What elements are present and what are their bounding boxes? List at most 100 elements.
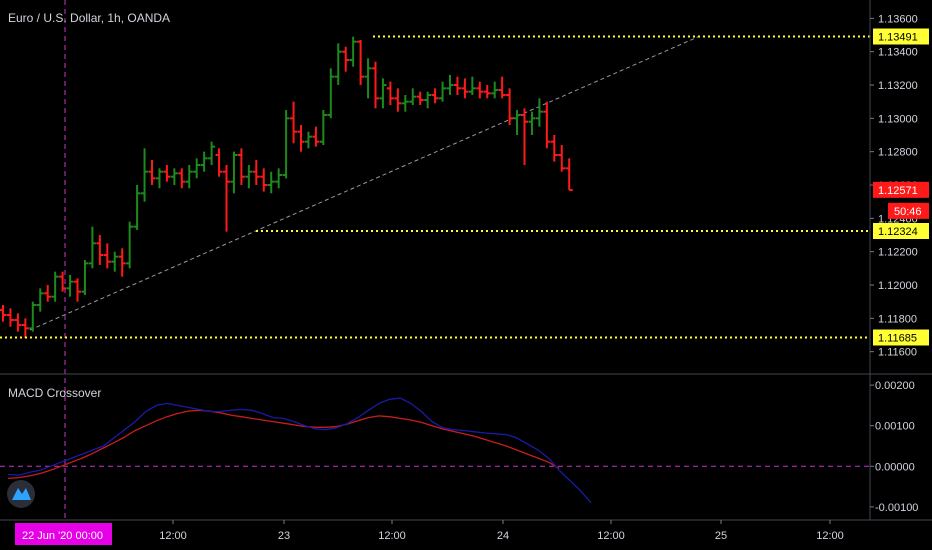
macd-series xyxy=(7,397,592,504)
price-bar xyxy=(319,110,327,145)
price-bar xyxy=(141,148,149,202)
price-bar xyxy=(21,318,29,339)
price-bar xyxy=(51,271,59,302)
price-bar xyxy=(215,148,223,177)
price-bar xyxy=(223,165,230,232)
price-bar xyxy=(230,151,238,194)
price-bar xyxy=(439,81,447,102)
last-price-box xyxy=(873,181,929,198)
price-bar xyxy=(431,88,439,104)
price-bar xyxy=(6,308,14,327)
price-bar xyxy=(0,305,7,322)
price-bar xyxy=(245,165,253,189)
countdown-box xyxy=(888,202,929,219)
level-label-box xyxy=(873,329,929,346)
price-tick-label: 1.11800 xyxy=(878,313,917,325)
price-bar xyxy=(453,76,461,95)
price-bar xyxy=(36,288,44,312)
trend-line xyxy=(29,35,701,331)
price-bar xyxy=(111,251,119,272)
macd-tick-label: 0.00000 xyxy=(875,461,915,473)
level-label-box xyxy=(873,28,929,45)
price-bar xyxy=(513,110,521,135)
price-bar xyxy=(543,101,551,149)
price-bar xyxy=(163,165,171,182)
price-tick-label: 1.13200 xyxy=(878,80,918,92)
price-bar xyxy=(103,243,111,269)
price-bar xyxy=(394,88,402,112)
price-bar xyxy=(14,313,22,332)
level-label: 1.12324 xyxy=(878,226,918,238)
countdown-label: 50:46 xyxy=(894,206,922,218)
time-tick-label: 12:00 xyxy=(816,530,844,542)
price-bar xyxy=(372,61,379,109)
price-bar xyxy=(237,148,245,185)
price-bar xyxy=(416,91,424,105)
price-bar xyxy=(66,275,74,297)
price-bar xyxy=(74,278,81,302)
price-bar xyxy=(327,68,335,119)
price-bar xyxy=(148,160,156,185)
price-bar xyxy=(304,131,312,149)
price-bar xyxy=(461,78,469,99)
price-bar xyxy=(357,40,365,85)
price-bar xyxy=(491,81,499,99)
price-tick-label: 1.12800 xyxy=(878,147,918,159)
logo-icon xyxy=(12,488,31,500)
price-tick-label: 1.12000 xyxy=(878,280,918,292)
price-bar xyxy=(424,91,432,109)
level-lines xyxy=(0,35,870,339)
price-bar xyxy=(185,165,193,189)
grid-layer xyxy=(0,0,870,520)
price-bar xyxy=(59,271,67,292)
cursor-time-box xyxy=(15,523,112,545)
price-bar xyxy=(133,185,141,230)
price-bar xyxy=(155,168,163,189)
time-tick-label: 24 xyxy=(497,530,509,542)
time-tick-label: 12:00 xyxy=(159,530,187,542)
price-bar xyxy=(409,88,417,105)
price-bar xyxy=(170,168,178,185)
price-bar xyxy=(312,126,320,147)
price-bar xyxy=(178,168,186,189)
macd-tick-label: 0.00200 xyxy=(875,380,915,392)
price-bar xyxy=(506,88,514,125)
price-bar xyxy=(468,76,476,95)
price-bar xyxy=(386,81,394,105)
price-bar xyxy=(521,108,528,165)
price-bar xyxy=(200,151,208,172)
price-bar xyxy=(96,235,104,265)
price-bar xyxy=(208,141,216,165)
macd-pane xyxy=(7,397,592,508)
macd-tick-label: 0.00100 xyxy=(875,421,915,433)
price-tick-label: 1.13400 xyxy=(878,47,918,59)
level-label-box xyxy=(873,223,929,239)
price-bar xyxy=(252,160,260,185)
price-bar xyxy=(260,168,268,192)
price-bar xyxy=(364,58,372,99)
price-bars xyxy=(0,36,573,339)
macd-signal-series xyxy=(7,409,560,480)
level-label: 1.13491 xyxy=(878,32,918,44)
price-bar xyxy=(483,85,491,99)
price-bar xyxy=(282,110,290,179)
macd-title: MACD Crossover xyxy=(8,386,101,400)
price-bar xyxy=(342,46,350,72)
price-bar xyxy=(118,248,126,277)
time-tick-label: 25 xyxy=(715,530,727,542)
price-bar xyxy=(275,168,283,189)
price-bar xyxy=(349,36,357,67)
time-tick-label: 12:00 xyxy=(597,530,625,542)
chart-title: Euro / U.S. Dollar, 1h, OANDA xyxy=(8,11,170,25)
price-bar xyxy=(126,221,134,269)
price-bar xyxy=(267,171,275,194)
price-bar xyxy=(290,101,298,144)
time-tick-label: 12:00 xyxy=(378,530,406,542)
last-price-label: 1.12571 xyxy=(878,185,918,197)
price-bar xyxy=(558,145,566,172)
price-bar xyxy=(193,158,201,179)
level-label: 1.11685 xyxy=(878,333,917,345)
